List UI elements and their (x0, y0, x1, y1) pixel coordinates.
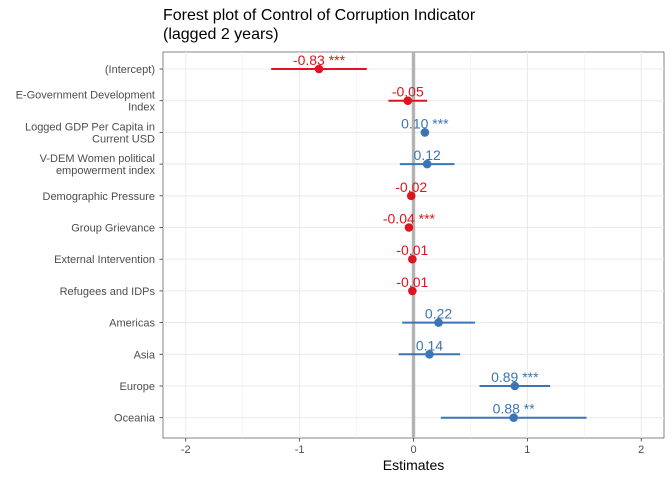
x-tick-label-1: -1 (295, 444, 305, 456)
y-label-2-1: Current USD (92, 133, 155, 145)
x-axis-ticks: -2 -1 0 1 2 (181, 438, 644, 456)
y-label-1-0: E-Government Development (16, 90, 155, 102)
chart-title: Forest plot of Control of Corruption Ind… (163, 7, 480, 43)
y-label-2-0: Logged GDP Per Capita in (25, 121, 155, 133)
x-axis-title: Estimates (383, 457, 444, 473)
estimate-label-2: 0.10 *** (401, 115, 449, 131)
point-estimates (314, 64, 520, 423)
point-10 (510, 381, 520, 391)
point-7 (408, 286, 417, 296)
y-label-11-0: Oceania (114, 413, 156, 425)
y-axis-labels: (Intercept) E-Government DevelopmentIndex… (16, 64, 163, 425)
estimate-label-1: -0.05 (392, 84, 424, 100)
y-label-1-1: Index (128, 102, 155, 114)
estimate-label-0: -0.83 *** (293, 52, 346, 68)
point-5 (404, 223, 414, 232)
point-1 (403, 96, 413, 105)
x-tick-label-2: 0 (410, 444, 416, 456)
estimate-label-6: -0.01 (396, 242, 428, 258)
x-tick-label-4: 2 (638, 444, 644, 456)
estimate-label-8: 0.22 (425, 306, 452, 322)
estimate-labels: -0.83 *** -0.05 0.10 *** 0.12 -0.02 -0.04 ***… (293, 52, 539, 417)
point-3 (422, 159, 432, 169)
chart-title-line-2: (lagged 2 years) (163, 26, 279, 43)
estimate-label-11: 0.88 ** (493, 401, 536, 417)
y-label-7-0: Refugees and IDPs (60, 286, 156, 298)
x-tick-label-3: 1 (524, 444, 530, 456)
point-8 (434, 318, 443, 327)
point-2 (420, 128, 430, 137)
estimate-label-9: 0.14 (416, 337, 443, 353)
y-label-10-0: Europe (120, 381, 155, 393)
y-label-6-0: External Intervention (54, 254, 155, 266)
estimate-label-10: 0.89 *** (491, 369, 539, 385)
estimate-label-7: -0.01 (396, 274, 428, 290)
estimate-label-5: -0.04 *** (383, 211, 436, 227)
y-label-9-0: Asia (134, 349, 156, 361)
y-label-3-1: empowerment index (56, 165, 156, 177)
point-0 (314, 64, 324, 74)
chart-title-line-1: Forest plot of Control of Corruption Ind… (163, 7, 476, 24)
y-label-5-0: Group Grievance (71, 223, 155, 235)
estimate-label-4: -0.02 (395, 179, 427, 195)
point-11 (509, 413, 518, 423)
y-label-8-0: Americas (109, 318, 155, 330)
point-4 (406, 191, 416, 201)
y-label-3-0: V-DEM Women political (40, 153, 155, 165)
x-tick-label-0: -2 (181, 444, 191, 456)
point-6 (408, 254, 417, 264)
point-9 (425, 350, 434, 359)
estimate-label-3: 0.12 (414, 147, 441, 163)
y-label-0-0: (Intercept) (105, 64, 155, 76)
y-label-4-0: Demographic Pressure (43, 191, 156, 203)
